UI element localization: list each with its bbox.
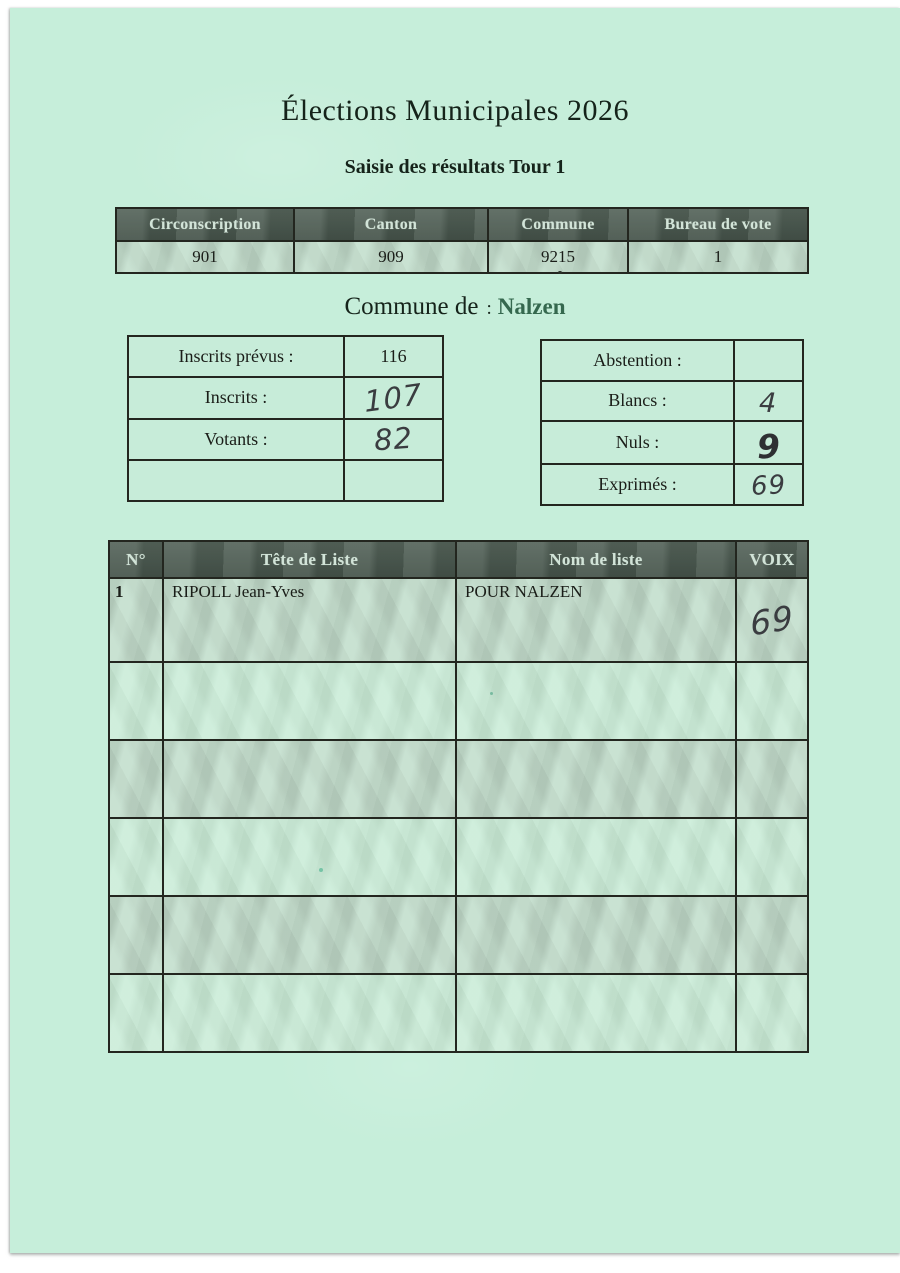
page-subtitle: Saisie des résultats Tour 1 — [344, 156, 566, 178]
page-title: Élections Municipales 2026 — [281, 94, 629, 127]
handwritten-inscrits: 107 — [363, 377, 424, 420]
commune-label: Commune de — [344, 293, 479, 320]
handwritten-blancs: 4 — [758, 388, 779, 420]
location-header-circonscription: Circonscription — [117, 209, 293, 240]
results-row-nom — [457, 897, 735, 973]
results-row-voix — [737, 819, 807, 895]
label-nuls: Nuls : — [542, 422, 733, 464]
commune-name: Nalzen — [497, 294, 566, 319]
location-value-canton: 909 — [295, 242, 487, 272]
value-abstention — [735, 341, 802, 380]
results-row-tete: RIPOLL Jean-Yves — [164, 579, 455, 661]
handwritten-votants: 82 — [372, 420, 415, 457]
value-blancs: 4 — [735, 381, 802, 421]
location-value-commune: 9215 — [489, 242, 627, 272]
results-row-tete — [164, 741, 455, 817]
label-inscrits-prevus: Inscrits prévus : — [129, 337, 343, 377]
results-row-voix: 69 — [737, 579, 807, 661]
results-row-num: 1 — [110, 579, 162, 661]
results-header-tete-de-liste: Tête de Liste — [164, 542, 455, 577]
results-row-tete — [164, 819, 455, 895]
results-row-nom — [457, 819, 735, 895]
label-blancs: Blancs : — [542, 381, 733, 421]
value-empty — [345, 460, 442, 500]
results-row-tete — [164, 663, 455, 739]
results-header-voix: VOIX — [737, 542, 807, 577]
results-row-num — [110, 741, 162, 817]
participation-table-left: Inscrits prévus : 116 Inscrits : 107 Vot… — [127, 335, 444, 502]
results-row-nom — [457, 975, 735, 1051]
results-row-voix — [737, 741, 807, 817]
results-header-nom-de-liste: Nom de liste — [457, 542, 735, 577]
scanned-paper-sheet: Élections Municipales 2026 Saisie des ré… — [10, 8, 900, 1253]
results-row-voix — [737, 975, 807, 1051]
handwritten-exprimes: 69 — [750, 469, 787, 502]
handwritten-nuls: 9 — [755, 426, 782, 467]
value-inscrits: 107 — [345, 377, 442, 420]
results-row-num — [110, 975, 162, 1051]
label-exprimes: Exprimés : — [542, 465, 733, 504]
results-row-num — [110, 897, 162, 973]
location-value-bureau: 1 — [629, 242, 807, 272]
label-inscrits: Inscrits : — [129, 378, 343, 418]
location-value-circonscription: 901 — [117, 242, 293, 272]
results-row-nom — [457, 663, 735, 739]
handwritten-voix: 69 — [748, 597, 796, 643]
results-table: N° Tête de Liste Nom de liste VOIX 1 RIP… — [108, 540, 809, 1053]
value-nuls: 9 — [735, 422, 802, 467]
label-abstention: Abstention : — [542, 341, 733, 380]
scan-speck — [490, 692, 493, 695]
commune-colon: : — [486, 298, 492, 319]
scan-speck — [319, 868, 323, 872]
results-row-nom: POUR NALZEN — [457, 579, 735, 661]
value-exprimes: 69 — [735, 465, 802, 504]
location-header-commune: Commune — [489, 209, 627, 240]
results-row-nom — [457, 741, 735, 817]
value-inscrits-prevus: 116 — [345, 337, 442, 377]
results-row-voix — [737, 897, 807, 973]
results-row-tete — [164, 897, 455, 973]
results-row-voix — [737, 663, 807, 739]
location-table: Circonscription Canton Commune Bureau de… — [115, 207, 809, 274]
scan-speck — [558, 271, 562, 274]
label-empty — [129, 460, 343, 500]
results-row-num — [110, 819, 162, 895]
label-votants: Votants : — [129, 419, 343, 459]
commune-line: Commune de: Nalzen — [10, 293, 900, 321]
location-header-canton: Canton — [295, 209, 487, 240]
results-row-tete — [164, 975, 455, 1051]
location-header-bureau: Bureau de vote — [629, 209, 807, 240]
results-row-num — [110, 663, 162, 739]
participation-table-right: Abstention : Blancs : 4 Nuls : 9 Exprimé… — [540, 339, 804, 506]
results-header-num: N° — [110, 542, 162, 577]
value-votants: 82 — [345, 419, 442, 459]
